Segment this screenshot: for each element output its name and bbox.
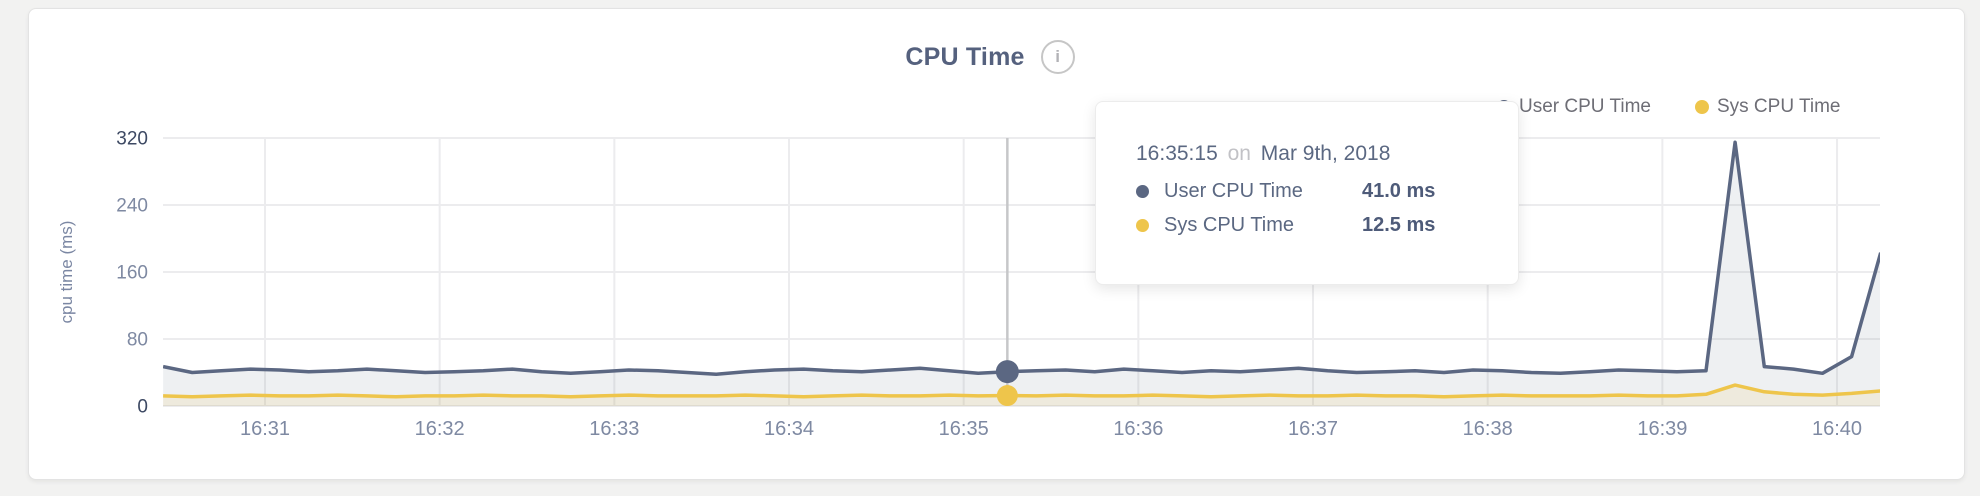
- x-axis-tick: 16:36: [1113, 418, 1163, 440]
- hover-dot-sys: [996, 385, 1018, 407]
- legend-item-sys-cpu-time[interactable]: Sys CPU Time: [1694, 96, 1841, 118]
- sys-cpu-line: [163, 383, 1880, 399]
- tooltip-row-user: User CPU Time 41.0 ms: [1136, 180, 1518, 203]
- chart-header: CPU Time i: [0, 40, 1980, 74]
- x-axis-tick: 16:31: [240, 418, 290, 440]
- chart-title: CPU Time: [905, 42, 1025, 71]
- x-axis-tick: 16:35: [939, 418, 989, 440]
- series-areas: [163, 142, 1880, 406]
- tooltip-user-dot-icon: [1136, 185, 1149, 198]
- sys-cpu-area: [163, 385, 1880, 406]
- tooltip-row-sys: Sys CPU Time 12.5 ms: [1136, 214, 1518, 237]
- plot-area[interactable]: [163, 138, 1880, 406]
- sys-series-dot-icon: [1694, 100, 1709, 114]
- legend: User CPU Time Sys CPU Time: [1497, 96, 1841, 118]
- x-axis-tick: 16:37: [1288, 418, 1338, 440]
- tooltip-date: Mar 9th, 2018: [1260, 142, 1391, 165]
- info-icon-glyph: i: [1055, 47, 1060, 66]
- y-axis-tick: 80: [127, 330, 148, 351]
- tooltip-connector: on: [1227, 142, 1251, 165]
- tooltip-user-label: User CPU Time: [1164, 180, 1303, 202]
- y-axis-tick: 0: [137, 397, 148, 418]
- info-icon[interactable]: i: [1040, 40, 1075, 74]
- x-axis-tick: 16:34: [764, 418, 814, 440]
- y-axis-tick: 160: [116, 263, 148, 284]
- hover-tooltip: 16:35:15 on Mar 9th, 2018 User CPU Time …: [1095, 101, 1519, 285]
- legend-item-user-cpu-time[interactable]: User CPU Time: [1497, 96, 1651, 118]
- tooltip-sys-dot-icon: [1136, 219, 1149, 232]
- hover-dot-user: [995, 360, 1019, 384]
- y-axis-tick: 240: [116, 196, 148, 217]
- gridlines: [163, 137, 1880, 407]
- tooltip-sys-value: 12.5 ms: [1362, 214, 1436, 236]
- chart-card: [28, 8, 1965, 480]
- legend-label-user: User CPU Time: [1519, 96, 1651, 117]
- user-cpu-area: [163, 142, 1880, 406]
- tooltip-sys-label: Sys CPU Time: [1164, 214, 1295, 236]
- x-axis-tick: 16:33: [589, 418, 639, 440]
- x-axis-tick: 16:39: [1637, 418, 1687, 440]
- tooltip-time: 16:35:15: [1136, 142, 1218, 165]
- x-axis-tick: 16:38: [1463, 418, 1513, 440]
- x-axis-tick: 16:40: [1812, 418, 1862, 440]
- y-axis-tick: 320: [116, 129, 148, 150]
- y-axis-title: cpu time (ms): [57, 221, 76, 324]
- series-lines: [163, 140, 1880, 399]
- legend-label-sys: Sys CPU Time: [1716, 96, 1841, 117]
- user-cpu-line: [163, 140, 1880, 376]
- tooltip-header: 16:35:15 on Mar 9th, 2018: [1136, 142, 1518, 166]
- x-axis-tick: 16:32: [415, 418, 465, 440]
- axis-labels: 0 80 160 240 320 16:31 16:32 16:33 16:34 16:35 16:…: [57, 129, 1862, 440]
- tooltip-user-value: 41.0 ms: [1362, 180, 1436, 202]
